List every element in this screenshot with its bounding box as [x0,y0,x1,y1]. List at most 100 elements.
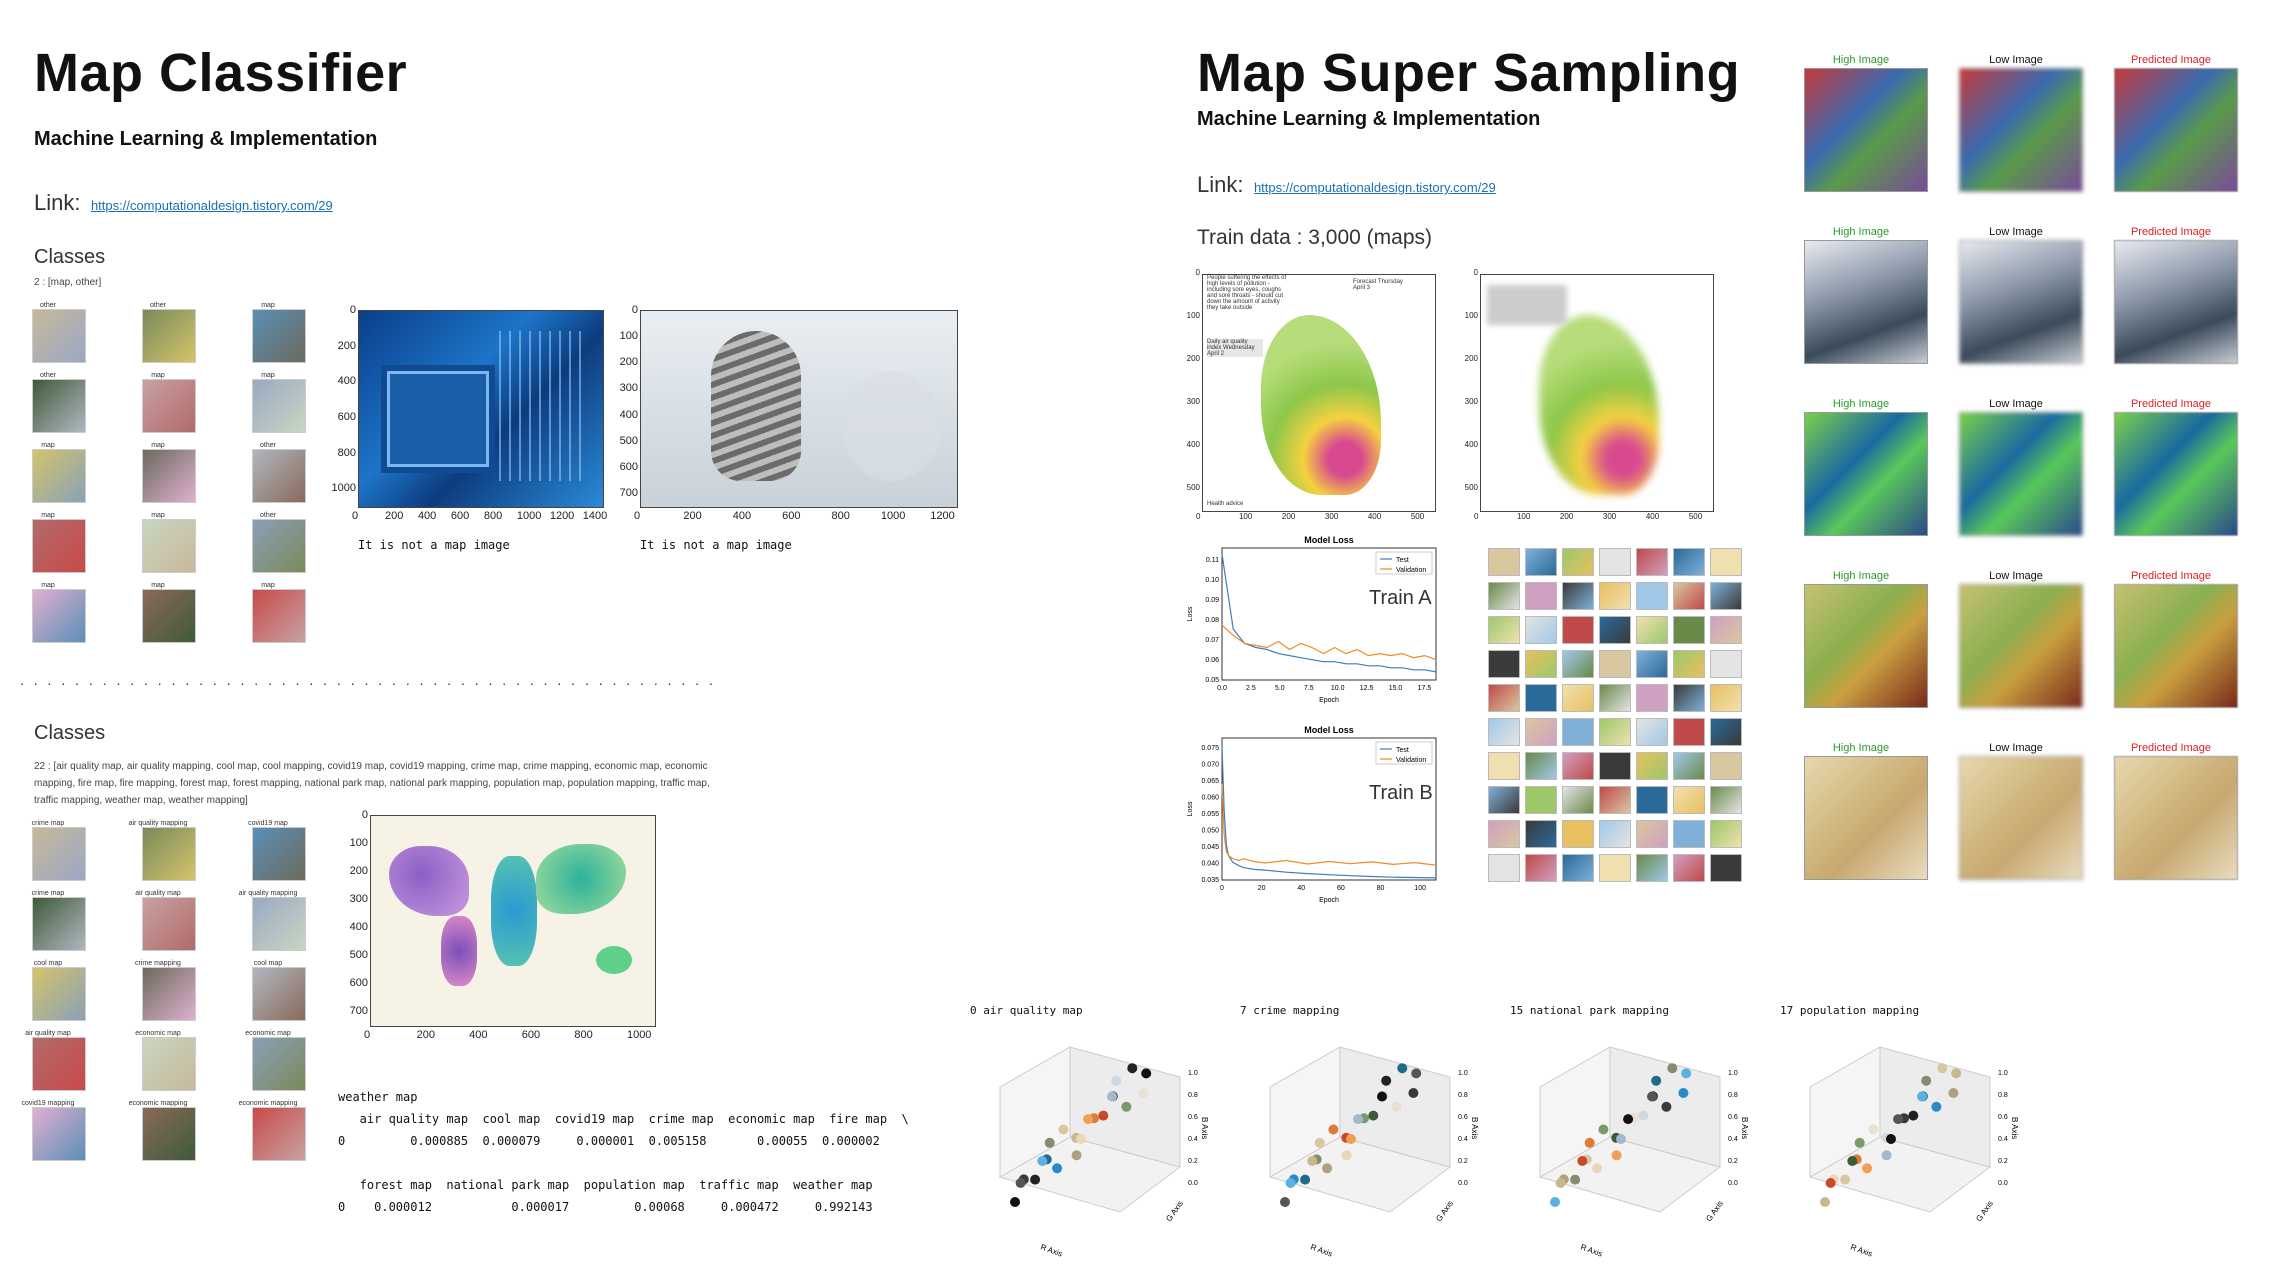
b-axis-label: B Axis [1740,1117,1749,1139]
uk-health-advice: Health advice [1207,501,1244,507]
rgb-scatter-plot: 17 population mapping R Axis G Axis B Axis 0… [1780,1004,2040,1274]
thumbnail-image [252,309,306,363]
comparison-title: High Image [1832,226,1890,238]
world-map-image [370,815,656,1027]
scatter-point [1886,1134,1896,1144]
tick-label: 200 [1186,353,1200,363]
training-sample-thumb [1673,786,1705,814]
scatter-point [1121,1101,1132,1112]
comparison-cell: High Image [1796,398,1928,536]
scatter-point [1825,1178,1836,1188]
thumbnail-label: crime map [31,890,65,897]
scatter-point [1661,1101,1672,1112]
comparison-image [2114,756,2238,880]
scatter-3d-svg: R Axis G Axis B Axis 0.0 0.2 0.4 0.6 0.8 1.0 [1538,1046,1749,1259]
training-sample-thumb [1599,548,1631,576]
thumbnail-item: map [128,582,196,643]
training-sample-thumb [1525,582,1557,610]
b-axis-label: B Axis [2010,1117,2019,1139]
x-tick-label: 40 [1297,885,1305,892]
super-sampling-link[interactable]: https://computationaldesign.tistory.com/… [1253,180,1496,195]
x-axis-label: Epoch [1319,897,1339,904]
uk-map-blur-y-axis: 0 100 200 300 400 500 [1458,268,1478,510]
series-line-test [1221,745,1437,879]
comparison-title: High Image [1832,742,1890,754]
thumbnail-label: map [151,442,165,449]
scatter-point [1141,1068,1152,1079]
uk-landmass-sharp [1261,315,1381,495]
thumbnail-label: air quality mapping [128,820,188,827]
world-y-axis: 0 100 200 300 400 500 600 700 [342,809,368,1025]
training-sample-thumb [1562,752,1594,780]
uk-map-blur-x-axis: 0 100 200 300 400 500 [1474,512,1712,524]
comparison-cell: Low Image [1951,398,2083,536]
scatter-point [1377,1091,1387,1102]
thumbnail-label: covid19 map [248,820,288,827]
training-sample-thumb [1636,548,1668,576]
thumbnail-item: crime mapping [128,960,196,1021]
tick-label: 600 [349,977,368,989]
asia-shape [536,844,626,914]
training-sample-mosaic [1488,548,1750,888]
training-sample-thumb [1562,548,1594,576]
thumbnail-image [32,519,86,573]
tick-label: 100 [1464,310,1478,320]
classifier-link[interactable]: https://computationaldesign.tistory.com/… [90,198,333,213]
uk-daily-index-label: Daily air quality index Wednesday April … [1207,339,1263,357]
training-sample-thumb [1636,684,1668,712]
x-tick-label: 17.5 [1418,685,1432,692]
thumbnail-image [32,1037,86,1091]
thumbnail-label: map [41,582,55,589]
comparison-image [1959,412,2083,536]
tick-label: 800 [831,510,850,522]
thumbnail-image [32,309,86,363]
scatter-point [1098,1110,1109,1121]
tick-label: 200 [619,356,638,369]
tick-label: 300 [1464,396,1478,406]
y-tick-label: 0.06 [1205,657,1219,664]
classes-heading-2: Classes [34,722,106,744]
tick-label: 1000 [626,1029,652,1041]
thumbnail-item: cool map [18,960,86,1021]
uk-air-quality-plot-blurred: 0 100 200 300 400 500 0 100 200 300 400 500 [1458,268,1718,535]
thumbnail-item: map [18,442,86,503]
scatter-point [1346,1134,1356,1144]
g-axis-label: G Axis [1434,1199,1455,1223]
thumbnail-image [142,897,196,951]
y-tick-label: 0.040 [1201,860,1219,867]
thumbnail-label: air quality mapping [238,890,298,897]
training-sample-thumb [1525,718,1557,746]
scatter-point [1647,1091,1657,1102]
scatter-point [1820,1197,1830,1207]
training-sample-thumb [1525,854,1557,882]
training-sample-thumb [1710,854,1742,882]
output-line-3: 0 0.000885 0.000079 0.000001 0.005158 0.… [338,1134,880,1148]
scatter-point [1893,1114,1904,1125]
y-axis-label: Loss [1187,801,1194,816]
z-tick-label: 0.4 [1458,1136,1468,1143]
map-classifier-subtitle: Machine Learning & Implementation [34,128,378,150]
scatter-point [1917,1091,1927,1102]
training-sample-thumb [1710,718,1742,746]
y-tick-label: 0.07 [1205,637,1219,644]
thumbnail-label: map [261,582,275,589]
output-line-2: air quality map cool map covid19 map cri… [338,1112,909,1126]
thumbnail-label: air quality map [135,890,181,897]
tick-label: 800 [337,446,356,459]
series-line-validation [1221,624,1437,661]
thumbnail-image [142,519,196,573]
training-sample-thumb [1525,752,1557,780]
loss-chart-title: Model Loss [1304,535,1354,545]
thumbnail-label: map [151,582,165,589]
kitten-shape [711,331,801,481]
tick-label: 200 [1281,512,1296,521]
training-sample-thumb [1488,684,1520,712]
training-sample-thumb [1562,684,1594,712]
b-axis-label: B Axis [1470,1117,1479,1139]
link-label-2: Link: [1197,172,1244,197]
scatter-point [1044,1137,1055,1148]
y-tick-label: 0.055 [1201,811,1219,818]
uk-air-quality-plot-sharp: People suffering the effects of high lev… [1180,268,1440,535]
uk-text-block: People suffering the effects of high lev… [1207,275,1287,311]
thumbnail-image [252,379,306,433]
